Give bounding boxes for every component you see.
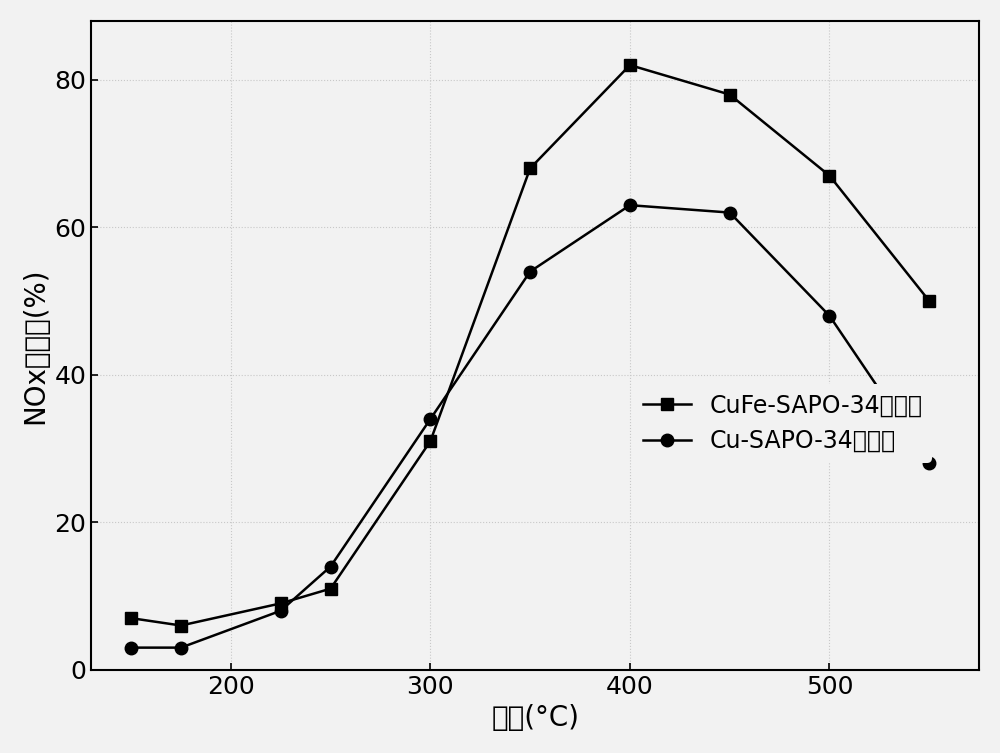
CuFe-SAPO-34硫中毒 [325,584,337,593]
CuFe-SAPO-34硫中毒 [275,599,287,608]
CuFe-SAPO-34硫中毒 [923,297,935,306]
Cu-SAPO-34硫中毒 [125,643,137,652]
CuFe-SAPO-34硫中毒 [175,621,187,630]
Cu-SAPO-34硫中毒 [923,459,935,468]
Cu-SAPO-34硫中毒 [424,414,436,423]
CuFe-SAPO-34硫中毒 [624,60,636,69]
CuFe-SAPO-34硫中毒 [524,164,536,173]
Cu-SAPO-34硫中毒 [724,208,736,217]
Cu-SAPO-34硫中毒 [524,267,536,276]
Cu-SAPO-34硫中毒 [823,311,835,320]
CuFe-SAPO-34硫中毒 [424,437,436,446]
X-axis label: 温度(°C): 温度(°C) [491,704,579,732]
Line: CuFe-SAPO-34硫中毒: CuFe-SAPO-34硫中毒 [125,59,936,632]
Cu-SAPO-34硫中毒 [624,200,636,209]
Cu-SAPO-34硫中毒 [175,643,187,652]
Legend: CuFe-SAPO-34硫中毒, Cu-SAPO-34硫中毒: CuFe-SAPO-34硫中毒, Cu-SAPO-34硫中毒 [634,384,932,462]
CuFe-SAPO-34硫中毒 [823,171,835,180]
CuFe-SAPO-34硫中毒 [125,614,137,623]
Y-axis label: NOx转化率(%): NOx转化率(%) [21,267,49,423]
Cu-SAPO-34硫中毒 [325,562,337,571]
CuFe-SAPO-34硫中毒 [724,90,736,99]
Line: Cu-SAPO-34硫中毒: Cu-SAPO-34硫中毒 [125,199,936,654]
Cu-SAPO-34硫中毒 [275,606,287,615]
